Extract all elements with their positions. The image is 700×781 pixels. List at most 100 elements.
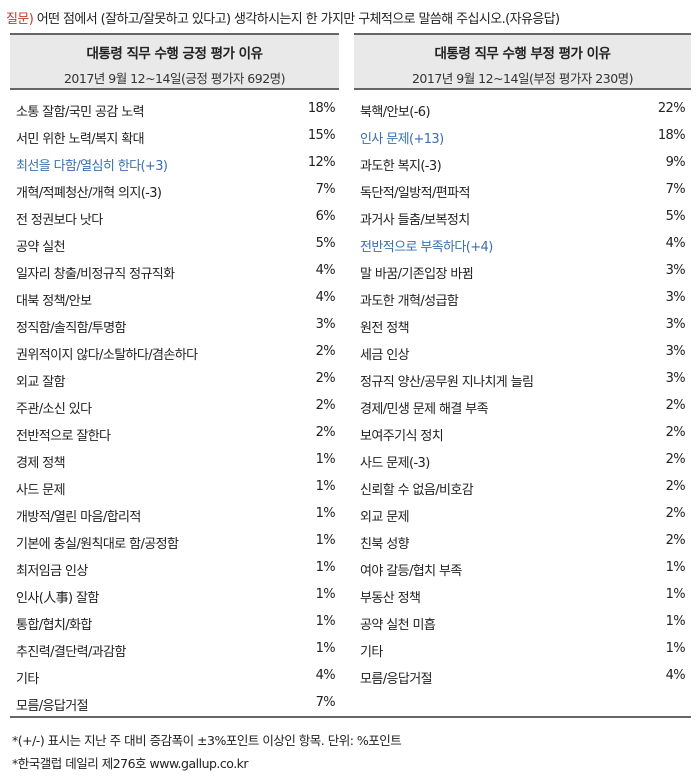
positive-reason-label: 최선을 다함/열심히 한다(+3) bbox=[16, 159, 168, 174]
positive-reason-label: 정직함/솔직함/투명함 bbox=[16, 321, 126, 336]
positive-reason-label: 최저임금 인상 bbox=[16, 564, 88, 579]
negative-table-row: 독단적/일방적/편파적 7% bbox=[354, 177, 691, 204]
positive-table-row: 전반적으로 잘한다 2% bbox=[10, 420, 339, 447]
negative-reason-percent: 7% bbox=[665, 182, 686, 197]
negative-reason-percent: 3% bbox=[665, 371, 686, 386]
positive-reason-percent: 1% bbox=[315, 452, 336, 467]
positive-reason-percent: 2% bbox=[315, 425, 336, 440]
positive-table-row: 모름/응답거절 7% bbox=[10, 690, 339, 717]
positive-table-row: 추진력/결단력/과감함 1% bbox=[10, 636, 339, 663]
negative-reason-percent: 2% bbox=[665, 533, 686, 548]
negative-table-row: 정규직 양산/공무원 지나치게 늘림 3% bbox=[354, 366, 691, 393]
negative-reasons-table: 대통령 직무 수행 부정 평가 이유 2017년 9월 12~14일(부정 평가… bbox=[354, 33, 691, 690]
negative-reason-label: 공약 실천 미흡 bbox=[360, 618, 436, 633]
negative-reason-percent: 2% bbox=[665, 506, 686, 521]
positive-reason-percent: 5% bbox=[315, 236, 336, 251]
negative-table-row: 과거사 들춤/보복정치 5% bbox=[354, 204, 691, 231]
question-line: 질문) 어떤 점에서 (잘하고/잘못하고 있다고) 생각하시는지 한 가지만 구… bbox=[6, 8, 560, 27]
negative-reason-label: 독단적/일방적/편파적 bbox=[360, 186, 470, 201]
positive-table-row: 전 정권보다 낫다 6% bbox=[10, 204, 339, 231]
positive-reason-label: 경제 정책 bbox=[16, 456, 66, 471]
negative-reason-percent: 3% bbox=[665, 263, 686, 278]
positive-table-row: 기본에 충실/원칙대로 함/공정함 1% bbox=[10, 528, 339, 555]
negative-table-row: 외교 문제 2% bbox=[354, 501, 691, 528]
negative-reason-label: 경제/민생 문제 해결 부족 bbox=[360, 402, 489, 417]
negative-reason-percent: 22% bbox=[657, 101, 686, 116]
positive-table-row: 최저임금 인상 1% bbox=[10, 555, 339, 582]
positive-reason-label: 기본에 충실/원칙대로 함/공정함 bbox=[16, 537, 179, 552]
negative-reason-percent: 2% bbox=[665, 398, 686, 413]
positive-reason-label: 일자리 창출/비정규직 정규직화 bbox=[16, 267, 175, 282]
negative-table-row: 북핵/안보(-6) 22% bbox=[354, 96, 691, 123]
positive-reason-label: 개방적/열린 마음/합리적 bbox=[16, 510, 141, 525]
footnote-source: *한국갤럽 데일리 제276호 www.gallup.co.kr bbox=[12, 756, 249, 771]
question-label: 질문) bbox=[6, 12, 34, 27]
negative-table-header: 대통령 직무 수행 부정 평가 이유 2017년 9월 12~14일(부정 평가… bbox=[354, 33, 691, 90]
negative-table-row: 과도한 개혁/성급함 3% bbox=[354, 285, 691, 312]
negative-table-row: 세금 인상 3% bbox=[354, 339, 691, 366]
positive-reason-percent: 15% bbox=[307, 128, 336, 143]
negative-reason-percent: 18% bbox=[657, 128, 686, 143]
positive-reason-percent: 7% bbox=[315, 182, 336, 197]
negative-table-row: 경제/민생 문제 해결 부족 2% bbox=[354, 393, 691, 420]
negative-table-rows: 북핵/안보(-6) 22% 인사 문제(+13) 18% 과도한 복지(-3) 9% 독단적… bbox=[354, 90, 691, 690]
positive-reason-percent: 18% bbox=[307, 101, 336, 116]
positive-reason-percent: 2% bbox=[315, 344, 336, 359]
positive-reason-percent: 1% bbox=[315, 560, 336, 575]
negative-table-row: 기타 1% bbox=[354, 636, 691, 663]
negative-table-row: 신뢰할 수 없음/비호감 2% bbox=[354, 474, 691, 501]
positive-reason-label: 소통 잘함/국민 공감 노력 bbox=[16, 105, 145, 120]
positive-reason-label: 사드 문제 bbox=[16, 483, 66, 498]
negative-table-row: 여야 갈등/협치 부족 1% bbox=[354, 555, 691, 582]
positive-reason-percent: 3% bbox=[315, 317, 336, 332]
bottom-divider bbox=[10, 716, 691, 718]
positive-reason-label: 전반적으로 잘한다 bbox=[16, 429, 111, 444]
negative-table-row: 전반적으로 부족하다(+4) 4% bbox=[354, 231, 691, 258]
positive-table-rows: 소통 잘함/국민 공감 노력 18% 서민 위한 노력/복지 확대 15% 최선을 다함… bbox=[10, 90, 339, 717]
positive-reason-label: 통합/협치/화합 bbox=[16, 618, 92, 633]
negative-reason-percent: 3% bbox=[665, 344, 686, 359]
negative-reason-label: 사드 문제(-3) bbox=[360, 456, 430, 471]
negative-reason-label: 모름/응답거절 bbox=[360, 672, 433, 687]
negative-table-row: 원전 정책 3% bbox=[354, 312, 691, 339]
positive-reason-percent: 2% bbox=[315, 371, 336, 386]
positive-table-row: 사드 문제 1% bbox=[10, 474, 339, 501]
positive-reason-label: 모름/응답거절 bbox=[16, 699, 89, 714]
negative-reason-label: 외교 문제 bbox=[360, 510, 410, 525]
positive-table-row: 소통 잘함/국민 공감 노력 18% bbox=[10, 96, 339, 123]
positive-reason-label: 전 정권보다 낫다 bbox=[16, 213, 103, 228]
positive-reason-percent: 1% bbox=[315, 641, 336, 656]
positive-table-header: 대통령 직무 수행 긍정 평가 이유 2017년 9월 12~14일(긍정 평가… bbox=[10, 33, 339, 90]
positive-reason-percent: 1% bbox=[315, 479, 336, 494]
positive-table-row: 공약 실천 5% bbox=[10, 231, 339, 258]
negative-reason-percent: 9% bbox=[665, 155, 686, 170]
negative-reason-percent: 1% bbox=[665, 587, 686, 602]
positive-reason-label: 서민 위한 노력/복지 확대 bbox=[16, 132, 145, 147]
positive-reason-label: 대북 정책/안보 bbox=[16, 294, 92, 309]
negative-reason-label: 원전 정책 bbox=[360, 321, 410, 336]
negative-reason-percent: 2% bbox=[665, 452, 686, 467]
negative-reason-label: 보여주기식 정치 bbox=[360, 429, 444, 444]
negative-table-row: 공약 실천 미흡 1% bbox=[354, 609, 691, 636]
negative-reason-percent: 2% bbox=[665, 425, 686, 440]
negative-table-row: 인사 문제(+13) 18% bbox=[354, 123, 691, 150]
positive-reason-label: 개혁/적폐청산/개혁 의지(-3) bbox=[16, 186, 162, 201]
positive-reason-percent: 4% bbox=[315, 668, 336, 683]
negative-reason-label: 과도한 개혁/성급함 bbox=[360, 294, 459, 309]
positive-table-row: 대북 정책/안보 4% bbox=[10, 285, 339, 312]
question-text: 어떤 점에서 (잘하고/잘못하고 있다고) 생각하시는지 한 가지만 구체적으로… bbox=[36, 12, 560, 27]
negative-reason-label: 전반적으로 부족하다(+4) bbox=[360, 240, 493, 255]
positive-reason-label: 기타 bbox=[16, 672, 39, 687]
positive-reason-percent: 1% bbox=[315, 587, 336, 602]
positive-table-row: 정직함/솔직함/투명함 3% bbox=[10, 312, 339, 339]
negative-table-row: 부동산 정책 1% bbox=[354, 582, 691, 609]
negative-table-title: 대통령 직무 수행 부정 평가 이유 bbox=[434, 46, 611, 62]
positive-reason-percent: 4% bbox=[315, 263, 336, 278]
positive-table-row: 외교 잘함 2% bbox=[10, 366, 339, 393]
negative-reason-percent: 5% bbox=[665, 209, 686, 224]
negative-table-row: 모름/응답거절 4% bbox=[354, 663, 691, 690]
positive-table-row: 일자리 창출/비정규직 정규직화 4% bbox=[10, 258, 339, 285]
positive-reason-percent: 6% bbox=[315, 209, 336, 224]
negative-reason-label: 세금 인상 bbox=[360, 348, 410, 363]
negative-reason-percent: 4% bbox=[665, 236, 686, 251]
